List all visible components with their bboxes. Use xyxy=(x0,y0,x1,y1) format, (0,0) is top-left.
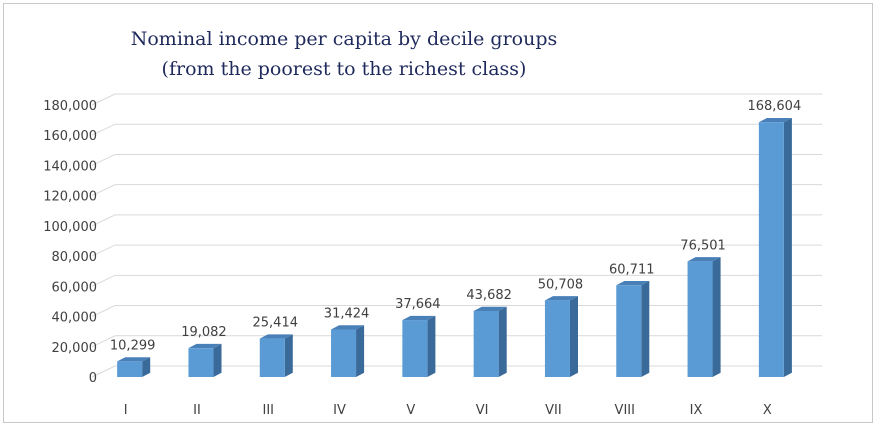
bar-front-face xyxy=(402,320,428,377)
bar xyxy=(188,343,222,377)
data-label: 43,682 xyxy=(466,288,512,303)
bar xyxy=(331,325,365,377)
bar-front-face xyxy=(616,285,642,377)
bar-side-face xyxy=(284,334,293,377)
data-label: 168,604 xyxy=(747,99,801,114)
data-label: 10,299 xyxy=(110,338,156,353)
bar-top-face xyxy=(758,117,792,123)
bar xyxy=(117,357,151,377)
y-tick-label: 40,000 xyxy=(52,311,98,326)
x-category-label: II xyxy=(193,403,201,418)
data-label: 31,424 xyxy=(324,307,370,322)
bar-top-face xyxy=(331,325,365,330)
bar xyxy=(616,281,650,377)
gridline xyxy=(91,244,822,257)
y-tick-label: 120,000 xyxy=(43,190,97,205)
bar-top-face xyxy=(402,315,436,321)
y-tick-label: 180,000 xyxy=(43,99,97,114)
bar-top-face xyxy=(616,281,650,286)
bar-side-face xyxy=(641,281,650,377)
y-tick-label: 140,000 xyxy=(43,159,97,174)
gridline xyxy=(91,214,822,227)
bar-front-face xyxy=(544,300,570,377)
x-category-label: VIII xyxy=(615,403,635,418)
bar xyxy=(544,296,578,377)
x-category-label: IX xyxy=(690,403,703,418)
x-category-label: X xyxy=(763,403,772,418)
x-axis-category-labels: I II III IV V VI VII VIII IX X xyxy=(124,403,772,418)
y-tick-label: 160,000 xyxy=(43,129,97,144)
bar-front-face xyxy=(331,329,357,377)
x-category-label: V xyxy=(406,403,415,418)
bars xyxy=(117,117,792,378)
bar-top-face xyxy=(259,334,293,339)
y-tick-label: 0 xyxy=(89,371,97,386)
bar-top-face xyxy=(188,343,222,349)
y-tick-label: 20,000 xyxy=(52,341,98,356)
gridline xyxy=(91,305,822,318)
bar xyxy=(687,257,721,377)
gridline xyxy=(91,365,822,378)
bar-side-face xyxy=(213,343,222,377)
bar-side-face xyxy=(783,117,792,377)
gridline xyxy=(91,123,822,136)
bar xyxy=(259,334,293,377)
bar xyxy=(473,306,507,377)
x-category-label: I xyxy=(124,403,128,418)
gridline xyxy=(91,335,822,348)
data-label: 50,708 xyxy=(538,277,584,292)
bar-front-face xyxy=(259,338,285,377)
y-axis-tick-labels: 0 20,000 40,000 60,000 80,000 100,000 120,000 1… xyxy=(43,99,97,386)
bar-side-face xyxy=(427,315,436,377)
bar-side-face xyxy=(712,257,721,377)
bar-front-face xyxy=(188,348,214,377)
bar-side-face xyxy=(569,296,578,377)
x-category-label: IV xyxy=(333,403,346,418)
data-label: 25,414 xyxy=(253,316,299,331)
bar xyxy=(758,117,792,378)
bar-front-face xyxy=(117,361,143,377)
data-label: 60,711 xyxy=(609,262,655,277)
data-labels: 10,299 19,082 25,414 31,424 37,664 43,682 50,7… xyxy=(110,99,801,353)
data-label: 37,664 xyxy=(395,297,441,312)
bar-side-face xyxy=(142,357,151,377)
chart-frame: Nominal income per capita by decile grou… xyxy=(3,3,873,423)
bar-top-face xyxy=(473,306,507,311)
bar-front-face xyxy=(473,310,499,377)
x-category-label: VII xyxy=(545,403,562,418)
bar-side-face xyxy=(356,325,365,377)
x-category-label: III xyxy=(262,403,274,418)
chart-title-line-1: Nominal income per capita by decile grou… xyxy=(130,28,558,50)
chart-title: Nominal income per capita by decile grou… xyxy=(64,24,624,84)
bar-side-face xyxy=(498,306,507,377)
data-label: 76,501 xyxy=(680,238,726,253)
bar-top-face xyxy=(687,257,721,262)
bar-front-face xyxy=(687,261,713,377)
bar-top-face xyxy=(544,296,578,301)
data-label: 19,082 xyxy=(181,325,227,340)
gridline xyxy=(91,184,822,197)
x-category-label: VI xyxy=(476,403,489,418)
bar-top-face xyxy=(117,357,151,362)
bar xyxy=(402,315,436,377)
gridline xyxy=(91,153,822,166)
y-tick-label: 60,000 xyxy=(52,280,98,295)
chart-title-line-2: (from the poorest to the richest class) xyxy=(161,58,527,80)
bar-front-face xyxy=(758,122,784,378)
gridlines xyxy=(91,93,822,378)
gridline xyxy=(91,274,822,287)
y-tick-label: 80,000 xyxy=(52,250,98,265)
y-tick-label: 100,000 xyxy=(43,220,97,235)
gridline xyxy=(91,93,822,106)
